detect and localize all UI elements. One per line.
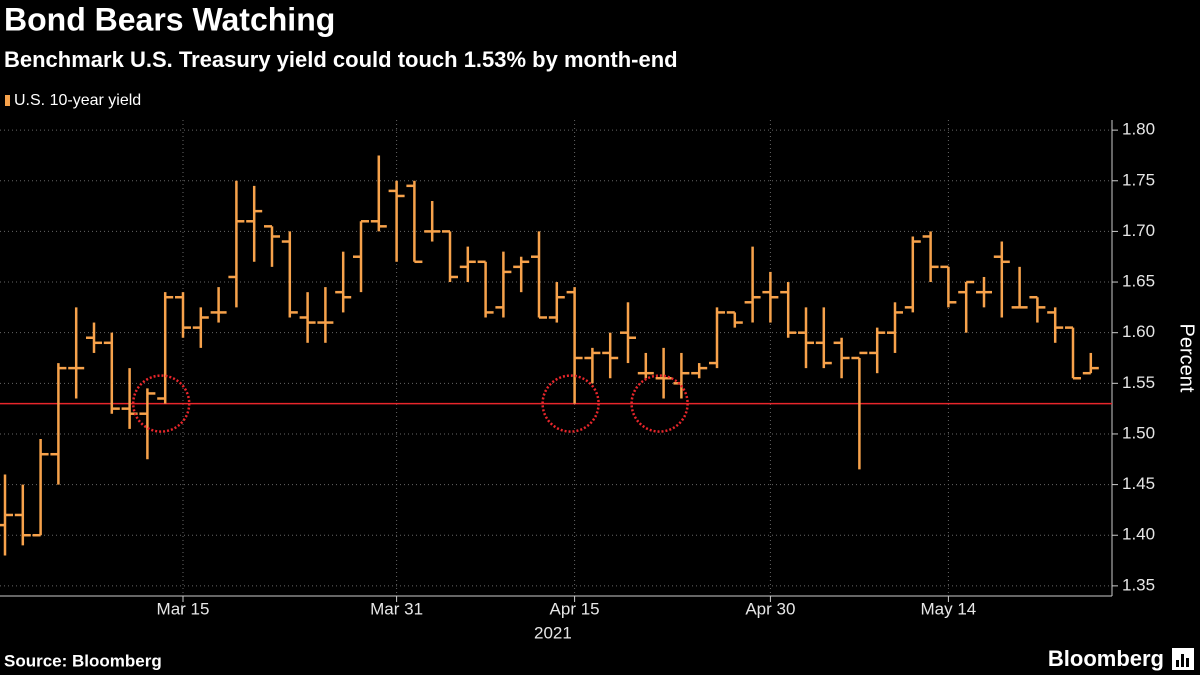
x-tick-label: Apr 30 [745,599,795,618]
y-tick-label: 1.45 [1122,474,1155,493]
chart-title: Bond Bears Watching [4,1,335,37]
source: Source: Bloomberg [4,651,162,670]
brand-icon [1172,648,1194,670]
highlight-circle [630,374,689,433]
highlight-circle [541,374,600,433]
x-tick-label: May 14 [921,599,977,618]
y-axis-label: Percent [1176,324,1198,393]
x-tick-label: Apr 15 [550,599,600,618]
y-tick-label: 1.65 [1122,272,1155,291]
y-tick-label: 1.55 [1122,373,1155,392]
chart-subtitle: Benchmark U.S. Treasury yield could touc… [4,47,678,72]
brand: Bloomberg [1048,646,1164,671]
x-year-label: 2021 [534,623,572,642]
legend-label: U.S. 10-year yield [14,92,141,109]
y-tick-label: 1.70 [1122,221,1155,240]
x-tick-label: Mar 15 [157,599,210,618]
y-tick-label: 1.60 [1122,322,1155,341]
y-tick-label: 1.80 [1122,120,1155,139]
highlight-circle [131,374,191,433]
x-tick-label: Mar 31 [370,599,423,618]
y-tick-label: 1.40 [1122,525,1155,544]
y-tick-label: 1.35 [1122,575,1155,594]
legend-swatch [5,95,10,106]
y-tick-label: 1.50 [1122,423,1155,442]
y-tick-label: 1.75 [1122,170,1155,189]
